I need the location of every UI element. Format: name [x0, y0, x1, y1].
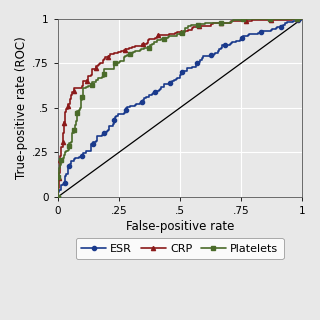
Platelets: [152, 42, 156, 46]
ESR: [300, 17, 304, 21]
ESR: [199, 59, 203, 63]
CRP: [60, 148, 63, 152]
ESR: [300, 17, 304, 21]
Y-axis label: True-positive rate (ROC): True-positive rate (ROC): [15, 36, 28, 179]
ESR: [56, 195, 60, 199]
CRP: [56, 195, 60, 199]
CRP: [63, 115, 67, 119]
ESR: [72, 157, 76, 161]
Platelets: [64, 150, 68, 154]
Legend: ESR, CRP, Platelets: ESR, CRP, Platelets: [76, 238, 284, 259]
CRP: [163, 33, 167, 37]
Platelets: [63, 150, 67, 154]
CRP: [147, 38, 151, 42]
Platelets: [240, 17, 244, 21]
ESR: [185, 67, 189, 71]
CRP: [113, 51, 117, 55]
Line: ESR: ESR: [56, 17, 304, 199]
CRP: [300, 17, 304, 21]
Platelets: [56, 195, 60, 199]
Platelets: [122, 58, 125, 62]
ESR: [95, 138, 99, 142]
Platelets: [166, 35, 170, 39]
X-axis label: False-positive rate: False-positive rate: [125, 220, 234, 233]
CRP: [60, 148, 63, 152]
ESR: [160, 85, 164, 89]
CRP: [290, 17, 294, 21]
Platelets: [300, 17, 304, 21]
Line: Platelets: Platelets: [56, 17, 304, 199]
Platelets: [74, 123, 78, 127]
ESR: [73, 157, 77, 161]
Line: CRP: CRP: [56, 17, 304, 199]
